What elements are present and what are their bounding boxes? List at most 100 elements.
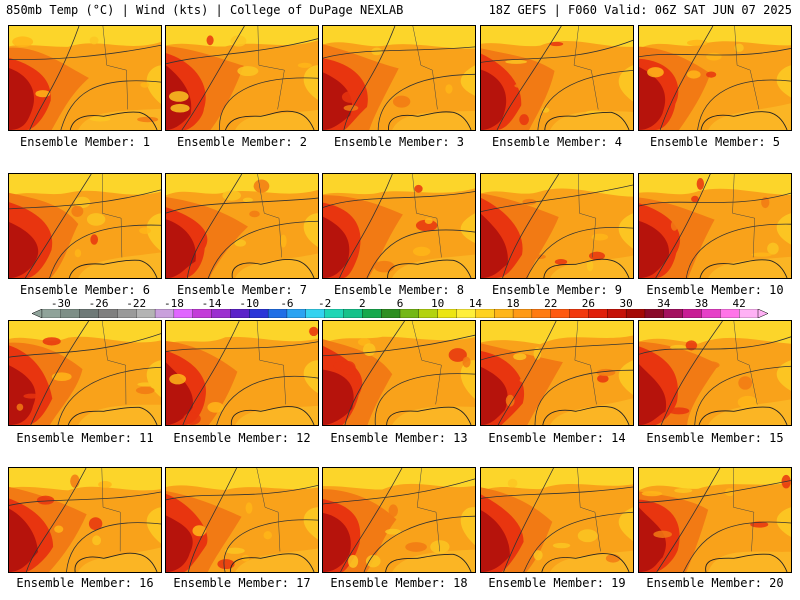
colorbar-tick-label: -18: [163, 297, 184, 310]
temperature-field: [639, 468, 791, 572]
colorbar-segment: [211, 309, 231, 318]
member-label: Ensemble Member: 19: [488, 576, 626, 590]
colorbar-segment: [569, 309, 589, 318]
member-map-7: [165, 173, 319, 279]
member-map-19: [480, 467, 634, 573]
member-map-4: [480, 25, 634, 131]
colorbar-tick-label: 30: [619, 297, 633, 310]
colorbar-segment: [625, 309, 646, 318]
member-label: Ensemble Member: 16: [16, 576, 154, 590]
colorbar-tick-label: -14: [201, 297, 222, 310]
member-label: Ensemble Member: 20: [646, 576, 784, 590]
member-label: Ensemble Member: 12: [173, 431, 311, 445]
colorbar-segment: [286, 309, 307, 318]
temperature-field: [639, 26, 791, 130]
temperature-field: [323, 174, 475, 278]
temperature-field: [166, 468, 318, 572]
colorbar-segment: [456, 309, 476, 318]
member-label: Ensemble Member: 2: [176, 135, 308, 149]
colorbar-segment: [173, 309, 194, 318]
colorbar-segment: [343, 309, 363, 318]
colorbar-segment: [588, 309, 608, 318]
temperature-field: [481, 174, 633, 278]
colorbar-tick-label: -2: [318, 297, 332, 310]
colorbar-segment: [324, 309, 344, 318]
colorbar-tick-label: 18: [506, 297, 520, 310]
colorbar-segment: [701, 309, 721, 318]
member-map-15: [638, 320, 792, 426]
member-map-8: [322, 173, 476, 279]
colorbar-segment: [682, 309, 702, 318]
temperature-field: [323, 321, 475, 425]
colorbar-segment: [192, 309, 213, 318]
colorbar-segment: [739, 309, 759, 318]
colorbar-segment: [531, 309, 552, 318]
temperature-field: [323, 468, 475, 572]
colorbar-tick-label: 38: [694, 297, 709, 310]
member-map-5: [638, 25, 792, 131]
temperature-field: [9, 26, 161, 130]
colorbar-segment: [399, 309, 420, 318]
colorbar-segment: [98, 309, 118, 318]
colorbar-segment: [41, 309, 62, 318]
member-map-6: [8, 173, 162, 279]
temperature-field: [9, 321, 161, 425]
member-map-9: [480, 173, 634, 279]
colorbar-segment: [136, 309, 156, 318]
member-label: Ensemble Member: 13: [330, 431, 468, 445]
colorbar-arrow-low: [32, 309, 43, 318]
temperature-field: [639, 321, 791, 425]
temperature-field: [9, 468, 161, 572]
header-title: 850mb Temp (°C) | Wind (kts) | College o…: [6, 3, 404, 17]
colorbar-segment: [437, 309, 457, 318]
temperature-field: [481, 468, 633, 572]
colorbar-segment: [381, 309, 401, 318]
colorbar-segment: [117, 309, 137, 318]
colorbar-segment: [644, 309, 665, 318]
member-map-3: [322, 25, 476, 131]
member-label: Ensemble Member: 9: [491, 283, 623, 297]
member-label: Ensemble Member: 10: [646, 283, 784, 297]
member-map-14: [480, 320, 634, 426]
colorbar-tick-label: -10: [239, 297, 260, 310]
member-label: Ensemble Member: 14: [488, 431, 626, 445]
temperature-field: [166, 174, 318, 278]
temperature-field: [481, 26, 633, 130]
colorbar-segment: [267, 309, 288, 318]
member-map-13: [322, 320, 476, 426]
member-map-2: [165, 25, 319, 131]
colorbar-segment: [249, 309, 269, 318]
colorbar-segment: [305, 309, 326, 318]
member-map-16: [8, 467, 162, 573]
member-map-18: [322, 467, 476, 573]
temperature-field: [166, 26, 318, 130]
member-label: Ensemble Member: 6: [19, 283, 151, 297]
colorbar-segment: [79, 309, 99, 318]
temperature-field: [166, 321, 318, 425]
member-map-10: [638, 173, 792, 279]
colorbar-segment: [607, 309, 627, 318]
temperature-field: [323, 26, 475, 130]
colorbar-segment: [720, 309, 740, 318]
colorbar-tick-label: 14: [468, 297, 482, 310]
member-label: Ensemble Member: 17: [173, 576, 311, 590]
member-map-17: [165, 467, 319, 573]
temperature-field: [9, 174, 161, 278]
temperature-field: [481, 321, 633, 425]
colorbar-tick-label: -30: [50, 297, 71, 310]
member-map-11: [8, 320, 162, 426]
colorbar-tick-label: -26: [88, 297, 109, 310]
colorbar-tick-label: 10: [431, 297, 445, 310]
member-label: Ensemble Member: 18: [330, 576, 468, 590]
temperature-field: [639, 174, 791, 278]
member-label: Ensemble Member: 5: [649, 135, 781, 149]
colorbar-tick-label: 26: [581, 297, 596, 310]
colorbar-segment: [475, 309, 495, 318]
colorbar-segment: [154, 309, 175, 318]
colorbar-tick-label: -22: [126, 297, 147, 310]
member-label: Ensemble Member: 1: [19, 135, 151, 149]
member-label: Ensemble Member: 15: [646, 431, 784, 445]
member-label: Ensemble Member: 4: [491, 135, 623, 149]
member-map-12: [165, 320, 319, 426]
temperature-colorbar: [32, 309, 768, 318]
